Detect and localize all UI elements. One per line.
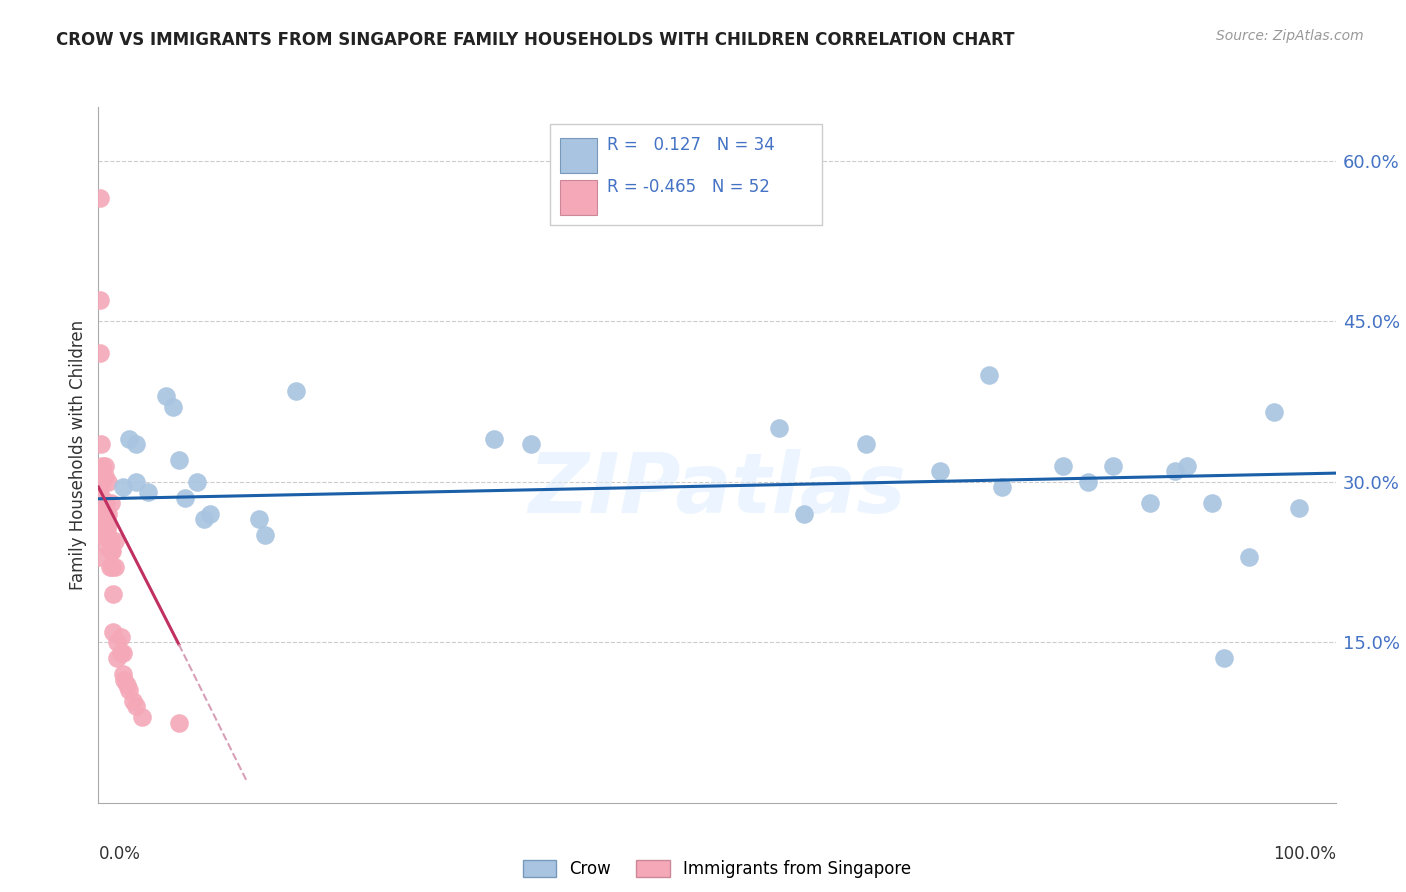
Point <box>112 480 135 494</box>
Point <box>1164 464 1187 478</box>
Point <box>91 491 114 505</box>
Point <box>101 544 124 558</box>
Point <box>103 624 125 639</box>
Point <box>89 528 111 542</box>
Point <box>96 528 118 542</box>
Point <box>118 432 141 446</box>
Point <box>89 346 111 360</box>
Legend: Crow, Immigrants from Singapore: Crow, Immigrants from Singapore <box>516 854 918 885</box>
Point <box>94 496 117 510</box>
Point <box>98 560 121 574</box>
Point <box>793 507 815 521</box>
Point <box>96 539 118 553</box>
Point <box>1102 458 1125 473</box>
Point <box>124 699 146 714</box>
Point <box>285 384 308 398</box>
Point <box>928 464 950 478</box>
FancyBboxPatch shape <box>550 124 823 226</box>
Point <box>103 587 125 601</box>
Point <box>101 560 124 574</box>
Point <box>103 560 125 574</box>
Point <box>193 512 215 526</box>
Point <box>90 437 112 451</box>
Point <box>97 507 120 521</box>
FancyBboxPatch shape <box>560 180 598 215</box>
Text: R =   0.127   N = 34: R = 0.127 N = 34 <box>607 136 775 154</box>
Point <box>1175 458 1198 473</box>
Point <box>131 710 153 724</box>
Point <box>167 715 190 730</box>
Point <box>90 464 112 478</box>
Point <box>1077 475 1099 489</box>
Point <box>112 673 135 687</box>
Point <box>122 694 145 708</box>
Point <box>1139 496 1161 510</box>
Point <box>1052 458 1074 473</box>
Point <box>89 293 111 307</box>
Point <box>1263 405 1285 419</box>
Point <box>93 528 115 542</box>
Point <box>93 469 115 483</box>
Text: CROW VS IMMIGRANTS FROM SINGAPORE FAMILY HOUSEHOLDS WITH CHILDREN CORRELATION CH: CROW VS IMMIGRANTS FROM SINGAPORE FAMILY… <box>56 31 1015 49</box>
Point <box>174 491 197 505</box>
Point <box>89 191 111 205</box>
Point <box>89 549 111 564</box>
Point <box>93 458 115 473</box>
Point <box>155 389 177 403</box>
Point <box>1288 501 1310 516</box>
Point <box>93 512 115 526</box>
Point <box>124 475 146 489</box>
Point <box>98 533 121 548</box>
Point <box>100 533 122 548</box>
Point <box>89 512 111 526</box>
Point <box>186 475 208 489</box>
Point <box>484 432 506 446</box>
Text: ZIPatlas: ZIPatlas <box>529 450 905 530</box>
Point <box>105 651 128 665</box>
Point <box>93 507 115 521</box>
Point <box>1201 496 1223 510</box>
Point <box>94 512 117 526</box>
Point <box>162 400 184 414</box>
Point <box>112 646 135 660</box>
Point <box>89 480 111 494</box>
Point <box>1213 651 1236 665</box>
Point <box>520 437 543 451</box>
Point <box>1237 549 1260 564</box>
Point <box>90 469 112 483</box>
Y-axis label: Family Households with Children: Family Households with Children <box>69 320 87 590</box>
Point <box>90 507 112 521</box>
Text: 100.0%: 100.0% <box>1272 845 1336 863</box>
FancyBboxPatch shape <box>560 138 598 173</box>
Point <box>89 491 111 505</box>
Point <box>110 630 132 644</box>
Point <box>118 683 141 698</box>
Point <box>100 496 122 510</box>
Point <box>97 517 120 532</box>
Point <box>768 421 790 435</box>
Text: 0.0%: 0.0% <box>98 845 141 863</box>
Point <box>979 368 1001 382</box>
Point <box>97 475 120 489</box>
Point <box>96 523 118 537</box>
Point <box>115 678 138 692</box>
Text: Source: ZipAtlas.com: Source: ZipAtlas.com <box>1216 29 1364 43</box>
Point <box>112 667 135 681</box>
Point <box>254 528 277 542</box>
Point <box>136 485 159 500</box>
Text: R = -0.465   N = 52: R = -0.465 N = 52 <box>607 178 770 196</box>
Point <box>247 512 270 526</box>
Point <box>103 533 125 548</box>
Point <box>105 635 128 649</box>
Point <box>990 480 1012 494</box>
Point <box>91 458 114 473</box>
Point <box>91 475 114 489</box>
Point <box>110 646 132 660</box>
Point <box>855 437 877 451</box>
Point <box>100 544 122 558</box>
Point <box>198 507 221 521</box>
Point <box>167 453 190 467</box>
Point <box>124 437 146 451</box>
